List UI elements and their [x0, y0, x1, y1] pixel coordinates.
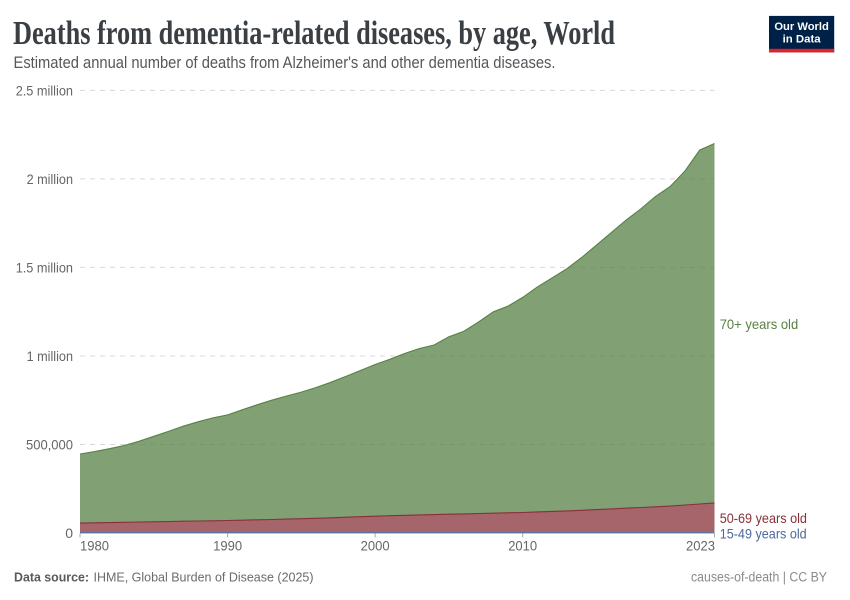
svg-text:2.5 million: 2.5 million	[16, 83, 73, 99]
svg-text:2 million: 2 million	[27, 171, 73, 187]
svg-text:2010: 2010	[508, 537, 537, 553]
svg-text:Estimated annual number of dea: Estimated annual number of deaths from A…	[14, 53, 556, 72]
svg-text:IHME, Global Burden of Disease: IHME, Global Burden of Disease (2025)	[94, 570, 314, 585]
svg-text:Our World: Our World	[774, 21, 829, 33]
svg-text:2023: 2023	[686, 537, 715, 553]
svg-text:causes-of-death | CC BY: causes-of-death | CC BY	[691, 570, 827, 585]
svg-text:1.5 million: 1.5 million	[16, 260, 73, 276]
svg-text:15-49 years old: 15-49 years old	[720, 526, 807, 542]
svg-text:0: 0	[65, 525, 73, 541]
svg-text:1980: 1980	[80, 537, 109, 553]
svg-text:2000: 2000	[361, 537, 390, 553]
svg-text:500,000: 500,000	[26, 437, 73, 453]
svg-text:50-69 years old: 50-69 years old	[720, 510, 807, 526]
svg-text:1990: 1990	[213, 537, 242, 553]
svg-text:Data source:: Data source:	[14, 570, 89, 585]
svg-text:Deaths from dementia-related d: Deaths from dementia-related diseases, b…	[13, 15, 615, 52]
svg-text:1 million: 1 million	[27, 348, 73, 364]
svg-text:in Data: in Data	[783, 34, 822, 46]
svg-text:70+ years old: 70+ years old	[720, 316, 799, 332]
